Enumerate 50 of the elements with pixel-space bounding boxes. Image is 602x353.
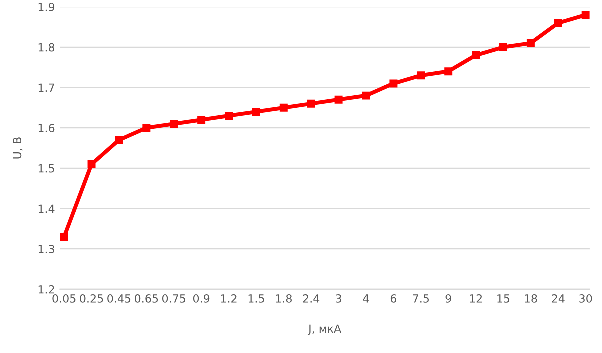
y-tick-label: 1.5: [38, 164, 54, 173]
x-tick-label: 24: [552, 294, 565, 303]
point: [362, 92, 370, 100]
x-tick-label: 0.9: [193, 294, 210, 303]
x-tick-label: 0.45: [108, 294, 131, 303]
y-tick-label: 1.9: [38, 3, 55, 12]
x-tick-label: 0.05: [52, 294, 76, 303]
point: [334, 96, 343, 104]
point: [307, 100, 316, 108]
x-tick-label: 9: [446, 294, 452, 303]
point: [88, 160, 96, 168]
point: [554, 19, 562, 28]
point: [472, 51, 480, 60]
y-tick-label: 1.2: [38, 285, 54, 294]
x-tick-label: 3: [336, 294, 342, 303]
x-tick-label: 1.2: [221, 294, 237, 303]
point: [115, 136, 124, 144]
x-tick-label: 18: [525, 294, 538, 303]
point: [252, 108, 260, 116]
point: [280, 104, 288, 112]
point: [444, 68, 453, 76]
x-tick-label: 6: [390, 294, 397, 303]
y-tick-label: 1.3: [38, 245, 54, 254]
x-tick-label: 1.5: [248, 294, 264, 303]
x-axis-title: J, мкА: [308, 324, 342, 336]
x-tick-label: 2.4: [303, 294, 320, 303]
y-tick-label: 1.8: [38, 43, 55, 52]
point: [170, 120, 178, 128]
y-tick-label: 1.4: [38, 204, 55, 213]
point: [60, 233, 68, 242]
point: [582, 11, 590, 20]
x-tick-label: 4: [363, 294, 370, 303]
x-tick-label: 0.25: [80, 294, 104, 303]
x-tick-label: 15: [498, 294, 510, 303]
x-tick-label: 12: [470, 294, 482, 303]
x-tick-label: 1.8: [276, 294, 292, 303]
y-tick-label: 1.6: [38, 124, 55, 132]
x-tick-label: 30: [580, 294, 592, 303]
point: [142, 124, 151, 132]
point: [198, 116, 206, 124]
x-tick-label: 0.75: [162, 294, 186, 303]
x-tick-label: 0.65: [135, 294, 158, 303]
y-axis-title: U, В: [13, 138, 23, 159]
x-tick-label: 7.5: [413, 294, 430, 303]
point: [225, 112, 233, 120]
y-tick-label: 1.7: [38, 84, 54, 92]
point: [417, 72, 426, 80]
point: [526, 39, 535, 48]
point: [390, 80, 398, 88]
point: [500, 43, 508, 52]
